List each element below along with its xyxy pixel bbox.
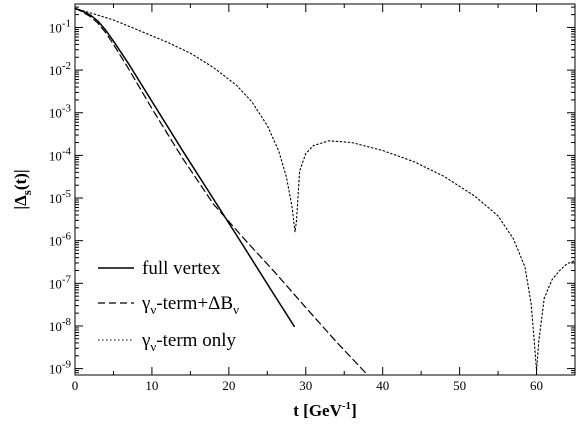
y-tick-label: 10-5 <box>49 188 72 206</box>
x-tick-label: 10 <box>145 378 158 393</box>
legend-item-gamma_dB: γν-term+ΔBν <box>98 293 239 317</box>
legend-label: γν-term only <box>141 330 236 354</box>
x-tick-label: 40 <box>376 378 389 393</box>
y-tick-label: 10-9 <box>49 359 72 377</box>
x-tick-label: 60 <box>530 378 543 393</box>
y-tick-label: 10-1 <box>49 17 71 35</box>
legend-label: full vertex <box>142 258 221 279</box>
legend-item-gamma_only: γν-term only <box>98 330 236 354</box>
x-axis-title: t [GeV-1] <box>293 400 356 420</box>
legend: full vertex γν-term+ΔBν γν-term only <box>98 258 239 354</box>
y-tick-label: 10-8 <box>49 316 72 334</box>
y-tick-label: 10-3 <box>49 103 72 121</box>
legend-item-full: full vertex <box>98 258 221 279</box>
y-axis-title: |Δs(t)| <box>11 169 34 209</box>
x-tick-label: 20 <box>222 378 235 393</box>
x-tick-label: 0 <box>72 378 79 393</box>
x-tick-label: 30 <box>299 378 312 393</box>
y-tick-label: 10-2 <box>49 60 71 78</box>
legend-label: γν-term+ΔBν <box>141 293 239 317</box>
y-tick-label: 10-7 <box>49 273 72 291</box>
plot-frame <box>75 4 575 375</box>
x-tick-label: 50 <box>453 378 466 393</box>
series-line-gamma_dB <box>75 8 417 413</box>
y-tick-label: 10-4 <box>49 145 72 163</box>
y-tick-label: 10-6 <box>49 231 72 249</box>
